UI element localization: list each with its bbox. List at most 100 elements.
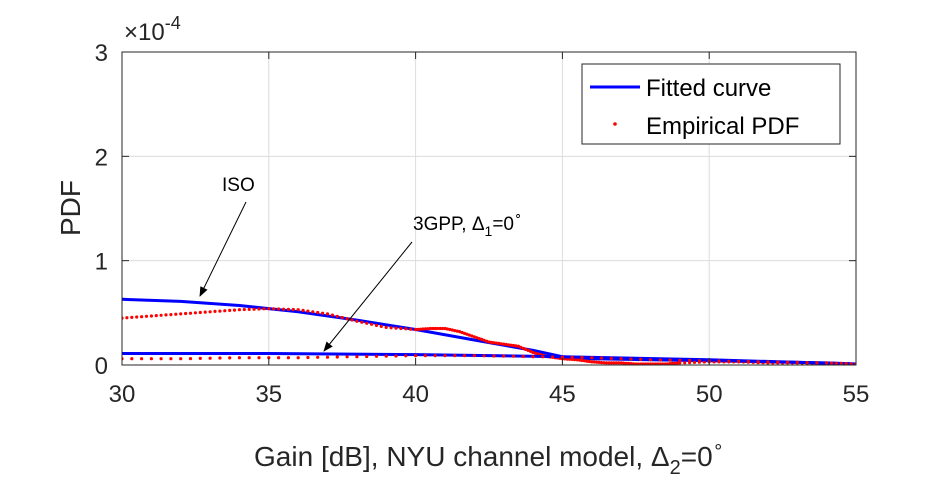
data-point [497, 341, 501, 345]
data-point [306, 309, 310, 313]
data-point [267, 307, 271, 311]
data-point [805, 361, 809, 365]
series-dots-3gpp-empirical [122, 354, 856, 365]
data-point [418, 327, 423, 331]
data-point [325, 312, 330, 316]
data-point [577, 358, 582, 362]
data-point [834, 361, 839, 365]
series-layer [122, 297, 856, 365]
data-point [609, 361, 613, 365]
data-point [335, 314, 339, 318]
data-point [321, 311, 325, 315]
data-point [639, 362, 643, 365]
data-point [658, 362, 662, 365]
data-point [306, 355, 310, 360]
data-point [675, 361, 680, 365]
data-point [281, 307, 286, 311]
data-point [599, 361, 604, 365]
data-point [575, 358, 579, 362]
data-point [316, 310, 320, 315]
data-point [533, 351, 538, 355]
data-point [330, 313, 334, 317]
data-point [634, 362, 638, 365]
data-point [453, 354, 457, 358]
data-point [355, 355, 359, 359]
data-point [416, 327, 420, 331]
data-point [526, 348, 530, 352]
annotation-iso: ISO [199, 175, 255, 297]
data-point [144, 314, 149, 318]
data-point [345, 317, 349, 321]
legend-label-empirical: Empirical PDF [646, 113, 799, 140]
data-point [296, 356, 300, 360]
data-point [218, 356, 222, 360]
data-point [272, 307, 276, 311]
y-tick-label: 2 [95, 144, 108, 171]
data-point [433, 326, 437, 331]
data-point [257, 307, 261, 311]
x-axis-label: Gain [dB], NYU channel model, Δ2=0∘ [254, 436, 724, 479]
data-point [159, 357, 163, 361]
data-point [472, 354, 476, 358]
data-point [149, 314, 153, 318]
data-point [551, 355, 555, 359]
data-point [379, 324, 383, 328]
data-point [668, 358, 672, 362]
data-point [252, 307, 256, 311]
y-axis-label: PDF [55, 180, 86, 236]
y-tick-label: 1 [95, 249, 108, 276]
data-point [394, 354, 398, 358]
data-point [374, 354, 379, 358]
data-point [286, 307, 290, 311]
data-point [237, 356, 241, 360]
data-point [692, 360, 697, 364]
data-point [208, 310, 212, 314]
data-point [492, 354, 496, 358]
data-point [666, 362, 670, 365]
data-point [661, 362, 665, 365]
data-point [149, 357, 153, 361]
data-point [460, 330, 464, 335]
data-point [169, 313, 173, 317]
data-point [179, 357, 183, 361]
y-multiplier: ×10-4 [124, 13, 181, 46]
data-point [164, 313, 168, 317]
data-point [509, 343, 513, 347]
data-point [590, 356, 594, 360]
data-point [612, 361, 616, 365]
data-point [580, 358, 584, 363]
data-point [455, 329, 459, 333]
data-point [423, 354, 427, 358]
data-point [587, 359, 591, 364]
data-point [443, 354, 447, 358]
data-point [421, 327, 425, 331]
data-point [502, 354, 506, 358]
data-point [541, 355, 545, 359]
data-point [494, 341, 498, 345]
data-point [815, 361, 819, 365]
legend-swatch-empirical [613, 122, 617, 126]
data-point [394, 326, 398, 330]
data-point [844, 362, 848, 365]
data-point [140, 315, 144, 319]
data-point [636, 362, 640, 365]
data-point [426, 327, 430, 331]
data-point [125, 316, 129, 320]
data-point [443, 326, 447, 331]
data-point [648, 362, 653, 365]
data-point [450, 328, 454, 332]
data-point [350, 318, 354, 322]
data-point [436, 326, 440, 331]
data-point [286, 356, 290, 360]
legend-label-fitted: Fitted curve [646, 75, 771, 102]
data-point [502, 342, 506, 346]
data-point [785, 360, 790, 364]
data-point [257, 356, 261, 360]
x-tick-label: 50 [696, 381, 723, 408]
data-point [228, 308, 232, 312]
data-point [592, 360, 596, 364]
data-point [595, 360, 599, 364]
data-point [477, 337, 481, 341]
data-point [223, 309, 227, 313]
annotation-3gpp-arrow [323, 241, 413, 352]
